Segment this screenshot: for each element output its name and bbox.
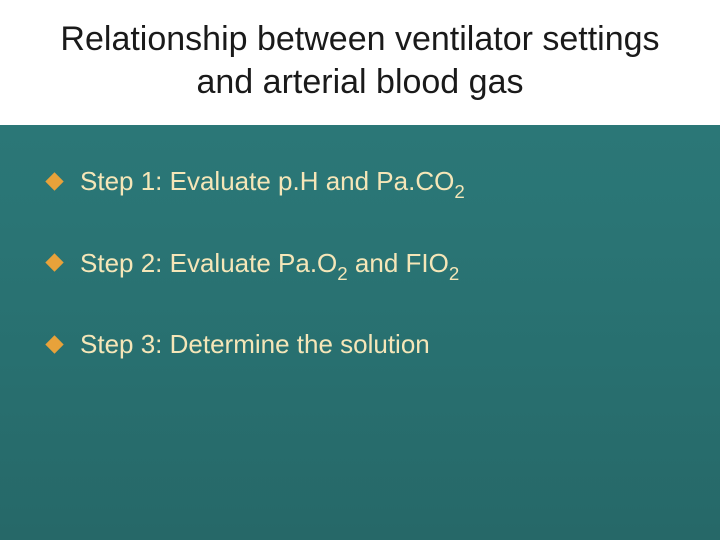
bullet-text: Step 1: Evaluate p.H and Pa.CO2: [80, 165, 465, 203]
diamond-bullet-icon: [48, 338, 66, 356]
bullet-item: Step 3: Determine the solution: [48, 328, 672, 366]
bullet-text: Step 3: Determine the solution: [80, 328, 430, 366]
bullet-prefix: Step 2: Evaluate Pa.O: [80, 248, 337, 278]
subscript: 2: [449, 263, 459, 284]
bullet-item: Step 1: Evaluate p.H and Pa.CO2: [48, 165, 672, 203]
bullet-mid: and FIO: [348, 248, 449, 278]
slide: Relationship between ventilator settings…: [0, 0, 720, 540]
slide-title: Relationship between ventilator settings…: [40, 18, 680, 103]
bullet-item: Step 2: Evaluate Pa.O2 and FIO2: [48, 247, 672, 285]
diamond-bullet-icon: [48, 256, 66, 274]
bullet-prefix: Step 3: Determine the solution: [80, 329, 430, 359]
title-region: Relationship between ventilator settings…: [0, 0, 720, 125]
bullet-text: Step 2: Evaluate Pa.O2 and FIO2: [80, 247, 459, 285]
subscript: 2: [454, 181, 464, 202]
bullet-prefix: Step 1: Evaluate p.H and Pa.CO: [80, 166, 454, 196]
diamond-bullet-icon: [48, 175, 66, 193]
body-region: Step 1: Evaluate p.H and Pa.CO2 Step 2: …: [0, 125, 720, 366]
subscript: 2: [337, 263, 347, 284]
